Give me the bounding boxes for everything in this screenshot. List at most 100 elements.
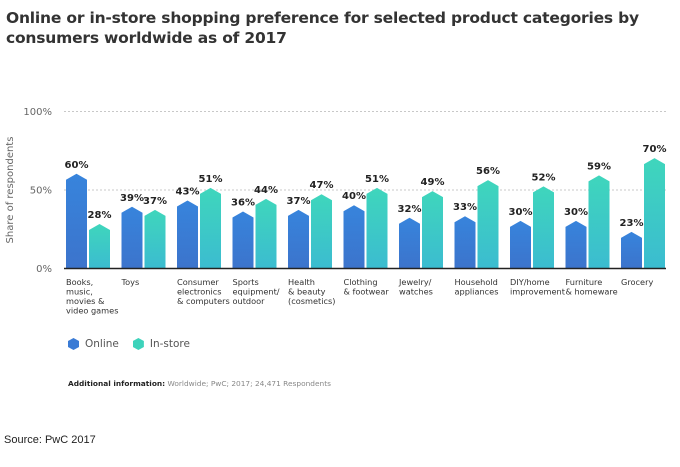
value-labels: 60%28%39% 37%43%51%36%44%37%47%40%51%32%4… bbox=[65, 144, 667, 229]
category-label-line: Health bbox=[288, 277, 315, 287]
category-label-line: Household bbox=[455, 277, 498, 287]
value-label: 30% bbox=[564, 207, 588, 218]
y-tick-label: 50% bbox=[30, 186, 52, 197]
category-label-line: & homeware bbox=[566, 287, 618, 297]
bar-online[interactable] bbox=[288, 209, 309, 268]
source-note: Source: PwC 2017 bbox=[4, 434, 96, 446]
additional-information: Additional information: Worldwide; PwC; … bbox=[68, 379, 331, 388]
category-label: Household appliances bbox=[455, 277, 499, 297]
category-label-line: DIY/home bbox=[510, 277, 550, 287]
bar-online[interactable] bbox=[621, 231, 642, 268]
category-label-line: Toys bbox=[121, 277, 140, 287]
category-label-line: & computers bbox=[177, 296, 230, 306]
chart-title: Online or in-store shopping preference f… bbox=[6, 9, 639, 47]
bar-in-store[interactable] bbox=[588, 175, 610, 268]
value-label: 32% bbox=[398, 204, 422, 215]
value-label: 37% bbox=[143, 196, 167, 207]
bar-in-store[interactable] bbox=[533, 186, 554, 268]
category-label-line: & beauty bbox=[288, 287, 326, 297]
value-label: 52% bbox=[532, 172, 556, 183]
value-label: 30% bbox=[509, 207, 533, 218]
category-label-line: (cosmetics) bbox=[288, 296, 335, 306]
value-label: 43% bbox=[176, 186, 200, 197]
value-label: 59% bbox=[587, 161, 611, 172]
bars bbox=[66, 158, 665, 268]
bar-online[interactable] bbox=[565, 220, 587, 268]
category-label: Consumer electronics & computers bbox=[177, 277, 230, 306]
category-label: Grocery bbox=[621, 277, 653, 287]
category-label-line: appliances bbox=[455, 287, 499, 297]
value-label: 36% bbox=[231, 197, 255, 208]
value-label: 56% bbox=[476, 166, 500, 177]
category-label-line: equipment/ bbox=[233, 287, 280, 297]
bar-online[interactable] bbox=[66, 173, 87, 268]
category-label: Health & beauty (cosmetics) bbox=[288, 277, 335, 306]
additional-information-label: Additional information: bbox=[68, 379, 166, 388]
category-label-line: video games bbox=[66, 306, 118, 316]
bar-online[interactable] bbox=[510, 220, 531, 268]
bar-online[interactable] bbox=[232, 211, 254, 268]
bar-chart: Share of respondents 0% 50% 100% 60% 28% 39%… bbox=[5, 107, 667, 316]
y-axis-label: Share of respondents bbox=[5, 137, 16, 244]
category-label-line: Sports bbox=[233, 277, 259, 287]
category-label: Books, music, movies & video games bbox=[66, 277, 118, 316]
category-label-line: movies & bbox=[66, 296, 105, 306]
category-label-line: outdoor bbox=[233, 296, 266, 306]
bar-online[interactable] bbox=[399, 217, 420, 268]
bar-in-store[interactable] bbox=[200, 187, 221, 268]
hexagon-icon bbox=[132, 338, 144, 350]
category-label: Sports equipment/outdoor bbox=[233, 277, 280, 306]
category-label-line: Consumer bbox=[177, 277, 219, 287]
value-label: 49% bbox=[421, 177, 445, 188]
legend-label-online: Online bbox=[85, 338, 119, 350]
value-label: 51% bbox=[199, 174, 223, 185]
category-label-line: Furniture bbox=[566, 277, 603, 287]
bar-online[interactable] bbox=[177, 200, 198, 268]
y-tick-label: 0% bbox=[36, 264, 52, 275]
hexagon-icon bbox=[68, 338, 79, 350]
value-label: 39% bbox=[120, 193, 144, 204]
category-label: Clothing & footwear bbox=[344, 277, 390, 297]
value-label: 28% bbox=[88, 210, 112, 221]
value-label: 37% bbox=[287, 196, 311, 207]
category-label-line: watches bbox=[399, 287, 433, 297]
category-label-line: electronics bbox=[177, 287, 222, 297]
bar-in-store[interactable] bbox=[477, 180, 499, 268]
value-label: 60% bbox=[65, 160, 89, 171]
bar-in-store[interactable] bbox=[255, 198, 277, 268]
category-label: DIY/home improvement bbox=[510, 277, 566, 297]
category-label-line: improvement bbox=[510, 287, 566, 297]
y-tick-label: 100% bbox=[23, 107, 52, 118]
legend-item-online[interactable]: Online bbox=[68, 338, 119, 350]
bar-in-store[interactable] bbox=[311, 194, 332, 268]
value-label: 70% bbox=[643, 144, 667, 155]
category-label-line: Grocery bbox=[621, 277, 653, 287]
bar-in-store[interactable] bbox=[422, 191, 443, 268]
y-axis-ticks: 0% 50% 100% bbox=[23, 107, 52, 275]
category-label: Jewelry/watches bbox=[398, 277, 433, 297]
value-label: 40% bbox=[342, 191, 366, 202]
category-label: Toys bbox=[121, 277, 140, 287]
bar-online[interactable] bbox=[121, 206, 143, 268]
value-label: 23% bbox=[620, 218, 644, 229]
category-label-line: music, bbox=[66, 287, 93, 297]
category-label-line: Jewelry/ bbox=[398, 277, 432, 287]
bar-in-store[interactable] bbox=[89, 224, 110, 268]
bar-in-store[interactable] bbox=[366, 187, 388, 268]
additional-information-text: Worldwide; PwC; 2017; 24,471 Respondents bbox=[165, 379, 331, 388]
value-label: 44% bbox=[254, 185, 278, 196]
bar-in-store[interactable] bbox=[644, 158, 665, 268]
bar-online[interactable] bbox=[343, 205, 365, 268]
value-label: 33% bbox=[453, 202, 477, 213]
bar-in-store[interactable] bbox=[144, 209, 166, 268]
value-label: 47% bbox=[310, 180, 334, 191]
legend-item-in-store[interactable]: In-store bbox=[132, 338, 190, 350]
value-label: 51% bbox=[365, 174, 389, 185]
bar-online[interactable] bbox=[454, 216, 476, 268]
legend-label-in-store: In-store bbox=[149, 338, 190, 350]
category-label-line: & footwear bbox=[344, 287, 390, 297]
category-label-line: Books, bbox=[66, 277, 93, 287]
legend: Online In-store bbox=[68, 338, 190, 350]
category-label-line: Clothing bbox=[344, 277, 378, 287]
